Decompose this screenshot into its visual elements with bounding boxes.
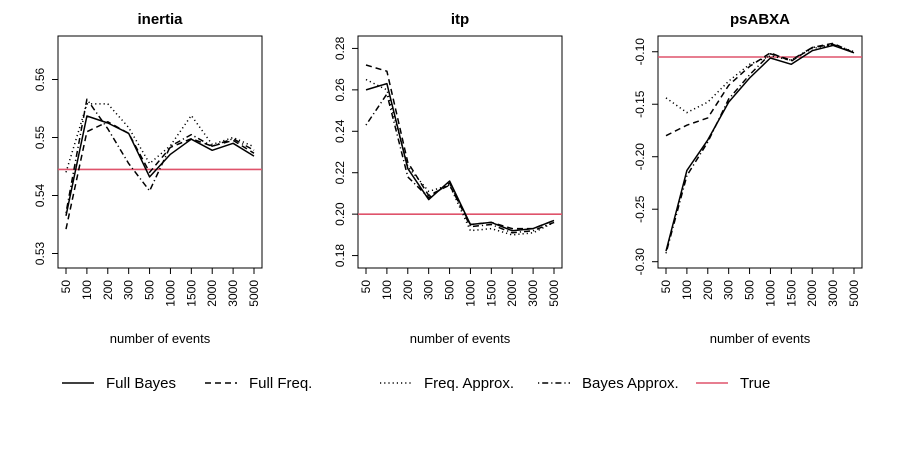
x-tick-label: 100 <box>80 280 94 300</box>
y-tick-label: 0.22 <box>333 161 347 185</box>
y-tick-label: 0.28 <box>333 36 347 60</box>
x-tick-label: 200 <box>401 280 415 300</box>
x-tick-label: 5000 <box>847 280 861 307</box>
x-tick-label: 1000 <box>463 280 477 307</box>
legend-item: Freq. Approx. <box>380 375 514 392</box>
legend-item: Bayes Approx. <box>538 375 679 392</box>
x-tick-label: 200 <box>701 280 715 300</box>
series-line-full-bayes <box>665 44 855 252</box>
series-line-bayes-approx <box>365 93 555 234</box>
panel-title: itp <box>451 11 469 28</box>
plot-frame <box>357 35 563 269</box>
x-tick-label: 2000 <box>805 280 819 307</box>
x-tick-label: 300 <box>422 280 436 300</box>
y-tick-label: 0.20 <box>333 202 347 226</box>
series-line-full-bayes <box>365 82 555 232</box>
x-axis-title: number of events <box>710 331 811 346</box>
x-axis-title: number of events <box>110 331 211 346</box>
legend-item: True <box>696 375 770 392</box>
legend-item: Full Freq. <box>205 375 312 392</box>
y-tick-label: 0.56 <box>33 67 47 91</box>
x-tick-label: 50 <box>59 280 73 294</box>
y-tick-label: 0.24 <box>333 119 347 143</box>
panel-psabxa: psABXA -0.30 -0.25 -0.20 -0.15 -0.10 50 100 200 3… <box>633 11 863 346</box>
x-tick-label: 5000 <box>547 280 561 307</box>
x-tick-label: 3000 <box>226 280 240 307</box>
series-line-bayes-approx <box>65 98 255 214</box>
legend-label: Bayes Approx. <box>582 375 679 392</box>
y-tick-label: -0.30 <box>633 248 647 276</box>
legend-label: Freq. Approx. <box>424 375 514 392</box>
y-tick-label: 0.26 <box>333 78 347 102</box>
x-tick-label: 5000 <box>247 280 261 307</box>
panel-inertia: inertia 0.53 0.54 0.55 0.56 50 100 200 300 500 100… <box>33 11 263 346</box>
y-tick-label: 0.54 <box>33 183 47 207</box>
y-tick-label: -0.20 <box>633 143 647 171</box>
plot-area <box>358 64 562 236</box>
x-tick-label: 50 <box>659 280 673 294</box>
x-tick-label: 300 <box>122 280 136 300</box>
series-line-full-freq <box>65 121 255 230</box>
x-tick-label: 200 <box>101 280 115 300</box>
x-tick-label: 1500 <box>784 280 798 307</box>
series-line-bayes-approx <box>665 43 855 254</box>
x-tick-label: 2000 <box>205 280 219 307</box>
x-tick-label: 1000 <box>763 280 777 307</box>
panel-title: psABXA <box>730 11 790 28</box>
x-tick-label: 2000 <box>505 280 519 307</box>
series-line-full-freq <box>365 64 555 230</box>
y-tick-label: -0.15 <box>633 90 647 118</box>
x-tick-label: 1500 <box>184 280 198 307</box>
plot-area <box>58 98 262 230</box>
series-line-freq-approx <box>65 103 255 173</box>
plot-frame <box>657 35 863 269</box>
y-tick-label: -0.10 <box>633 38 647 66</box>
x-tick-label: 100 <box>680 280 694 300</box>
series-line-freq-approx <box>665 43 855 114</box>
y-tick-label: 0.53 <box>33 241 47 265</box>
plot-area <box>658 42 862 254</box>
series-line-freq-approx <box>365 78 555 236</box>
x-tick-label: 50 <box>359 280 373 294</box>
x-axis-title: number of events <box>410 331 511 346</box>
y-tick-label: 0.55 <box>33 125 47 149</box>
panel-itp: itp 0.18 0.20 0.22 0.24 0.26 0.28 50 100 200 300 50… <box>333 11 563 346</box>
legend-label: Full Bayes <box>106 375 176 392</box>
x-tick-label: 500 <box>143 280 157 300</box>
plot-frame <box>57 35 263 269</box>
y-tick-label: -0.25 <box>633 195 647 223</box>
series-line-full-bayes <box>65 115 255 216</box>
x-tick-label: 500 <box>743 280 757 300</box>
x-tick-label: 100 <box>380 280 394 300</box>
x-tick-label: 3000 <box>526 280 540 307</box>
legend-item: Full Bayes <box>62 375 176 392</box>
y-tick-label: 0.18 <box>333 244 347 268</box>
x-tick-label: 1000 <box>163 280 177 307</box>
legend: Full Bayes Full Freq. Freq. Approx. Bayes A… <box>62 375 770 392</box>
x-tick-label: 1500 <box>484 280 498 307</box>
x-tick-label: 3000 <box>826 280 840 307</box>
legend-label: True <box>740 375 770 392</box>
panel-title: inertia <box>137 11 183 28</box>
x-tick-label: 500 <box>443 280 457 300</box>
legend-label: Full Freq. <box>249 375 312 392</box>
x-tick-label: 300 <box>722 280 736 300</box>
